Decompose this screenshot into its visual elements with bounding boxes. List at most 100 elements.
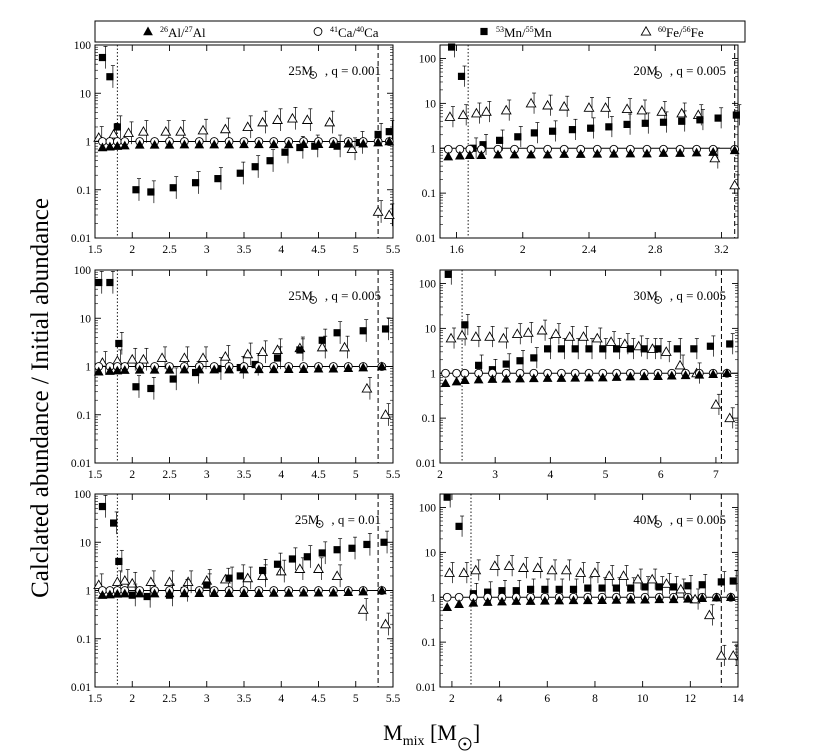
point-fe — [361, 382, 373, 393]
x-tick-label: 2 — [437, 469, 443, 481]
point-al — [611, 372, 622, 381]
point-mn — [318, 549, 326, 557]
y-tick-label: 100 — [419, 279, 437, 291]
x-tick-label: 2 — [129, 244, 135, 256]
point-al — [298, 587, 309, 597]
y-tick-label: 0.1 — [77, 634, 92, 646]
point-mn — [544, 345, 552, 353]
point-al — [625, 594, 636, 604]
point-al — [473, 374, 484, 384]
point-fe — [456, 329, 468, 340]
point-fe — [444, 111, 456, 121]
point-mn — [225, 574, 233, 582]
x-tick-label: 5 — [353, 244, 359, 256]
point-al — [328, 363, 339, 373]
x-axis-label-close: ] — [473, 720, 480, 745]
legend-entry: 41Ca/40Ca — [330, 25, 379, 40]
point-mn — [605, 123, 613, 131]
point-mn — [333, 329, 341, 337]
point-mn — [585, 345, 593, 353]
point-mn — [169, 375, 177, 383]
point-al — [722, 368, 732, 378]
x-tick-label: 6 — [544, 693, 550, 705]
point-al — [119, 365, 130, 374]
point-fe — [632, 573, 644, 584]
point-al — [313, 139, 324, 148]
point-al — [691, 147, 702, 157]
point-fe — [383, 209, 395, 219]
point-mn — [484, 588, 492, 596]
point-al — [254, 139, 264, 149]
point-mn — [599, 345, 607, 353]
point-fe — [156, 352, 168, 363]
point-fe — [661, 578, 672, 588]
x-tick-label: 2.8 — [648, 244, 663, 256]
point-mn — [726, 340, 734, 348]
point-mn — [303, 553, 311, 561]
point-al — [625, 148, 636, 158]
point-al — [640, 594, 650, 604]
point-al — [164, 588, 175, 598]
x-tick-label: 3.5 — [237, 244, 252, 256]
point-mn — [359, 327, 367, 335]
point-al — [443, 151, 454, 161]
point-ca — [452, 368, 461, 378]
x-tick-label: 2.5 — [162, 244, 177, 256]
point-fe — [445, 332, 457, 343]
point-mn — [444, 270, 452, 278]
point-al — [608, 148, 619, 158]
y-tick-label: 100 — [419, 54, 437, 66]
plot-frame — [439, 493, 739, 688]
point-fe — [676, 107, 688, 118]
point-fe — [346, 143, 358, 153]
panel-1: 0.01 0.1 1 10 100 1.5 2 2.5 3 3.5 4 4.5 5 5.5 25M, q =… — [71, 40, 401, 256]
point-mn — [273, 560, 282, 568]
x-tick-label: 4 — [497, 693, 503, 705]
point-al — [711, 592, 722, 602]
x-tick-label: 2.5 — [162, 469, 177, 481]
point-fe — [470, 331, 482, 341]
point-al — [729, 145, 740, 155]
point-mn — [374, 130, 382, 139]
point-mn — [147, 384, 155, 393]
point-fe — [558, 100, 570, 111]
point-fe — [301, 114, 313, 124]
point-al — [597, 595, 607, 604]
x-tick-label: 4 — [547, 469, 553, 481]
point-mn — [641, 583, 649, 591]
point-fe — [137, 126, 149, 136]
point-fe — [564, 331, 576, 341]
x-tick-label: 6 — [658, 469, 664, 481]
point-al — [112, 141, 123, 150]
x-tick-label: 7 — [713, 469, 719, 481]
point-fe — [272, 344, 283, 354]
point-fe — [532, 562, 544, 572]
x-tick-label: 3 — [492, 469, 498, 481]
point-mn — [587, 124, 595, 132]
point-mn — [143, 592, 151, 601]
point-fe — [546, 564, 558, 575]
point-mn — [106, 278, 114, 287]
panel-label: 25M, q = 0.005 — [288, 288, 381, 303]
point-al — [611, 594, 622, 604]
point-fe — [710, 399, 722, 409]
panel-label: 40M, q = 0.005 — [633, 512, 726, 527]
point-fe — [621, 103, 633, 114]
point-mn — [191, 179, 200, 187]
point-al — [556, 373, 567, 382]
point-al — [658, 148, 669, 157]
point-al — [97, 142, 108, 152]
legend-marker-open-triangle — [640, 25, 652, 36]
point-fe — [591, 332, 603, 343]
point-mn — [568, 126, 577, 134]
point-fe — [578, 331, 589, 341]
x-tick-label: 4.5 — [311, 469, 326, 481]
point-mn — [128, 591, 136, 599]
point-al — [683, 593, 693, 603]
x-tick-label: 1.5 — [88, 244, 103, 256]
point-al — [209, 364, 220, 374]
point-al — [358, 586, 369, 596]
point-al — [542, 373, 553, 382]
legend-entry: 60Fe/56Fe — [658, 25, 704, 40]
point-fe — [600, 102, 612, 112]
